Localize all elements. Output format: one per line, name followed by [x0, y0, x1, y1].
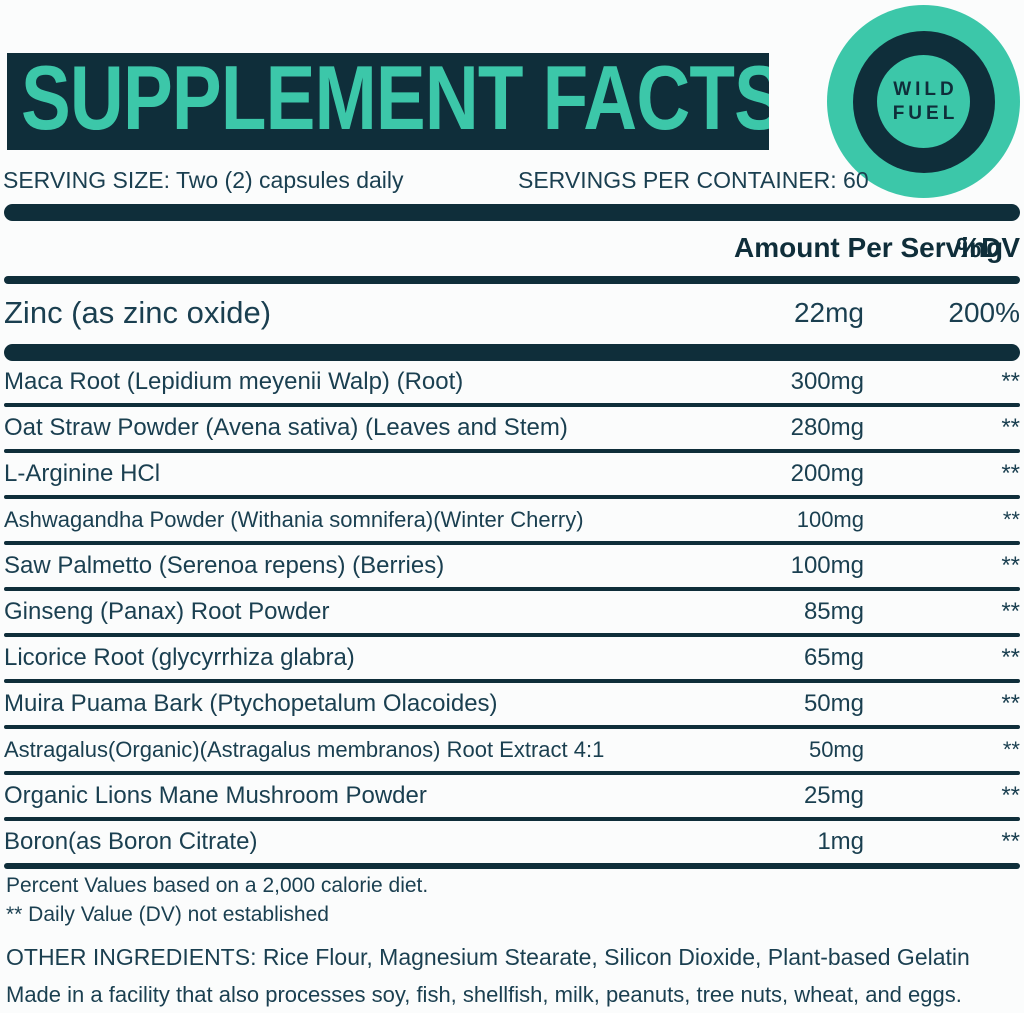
table-row: Licorice Root (glycyrrhiza glabra) 65mg … — [4, 637, 1020, 679]
divider-thick-mid — [4, 344, 1020, 361]
servings-per-container-text: SERVINGS PER CONTAINER: 60 — [518, 167, 869, 193]
ingredient-amount: 300mg — [790, 368, 864, 395]
logo-ring: WILD FUEL — [852, 30, 995, 173]
table-row-zinc: Zinc (as zinc oxide) 22mg 200% — [4, 287, 1020, 339]
table-row: Astragalus(Organic)(Astragalus membranos… — [4, 729, 1020, 771]
logo-brand-line2: FUEL — [892, 102, 959, 124]
ingredient-amount: 50mg — [803, 690, 864, 717]
row-divider — [4, 679, 1020, 683]
divider-under-header — [4, 276, 1020, 284]
ingredient-amount: 100mg — [790, 552, 864, 579]
row-divider — [4, 495, 1020, 499]
table-row: Organic Lions Mane Mushroom Powder 25mg … — [4, 775, 1020, 817]
ingredient-amount: 65mg — [803, 644, 864, 671]
ingredient-amount: 100mg — [796, 507, 864, 532]
footnote-percent-values: Percent Values based on a 2,000 calorie … — [6, 874, 429, 897]
ingredient-dv: ** — [1002, 737, 1020, 762]
ingredient-amount: 280mg — [790, 414, 864, 441]
table-column-header: Amount Per Serving %DV — [4, 224, 1020, 272]
ingredient-dv: ** — [1001, 828, 1020, 855]
row-divider — [4, 633, 1020, 637]
table-row: Maca Root (Lepidium meyenii Walp) (Root)… — [4, 361, 1020, 403]
ingredient-name: Ginseng (Panax) Root Powder — [4, 598, 330, 625]
serving-size-text: SERVING SIZE: Two (2) capsules daily — [3, 167, 404, 193]
row-divider — [4, 403, 1020, 407]
divider-thick-top — [4, 204, 1020, 221]
column-percent-dv: %DV — [956, 232, 1020, 263]
row-divider — [4, 449, 1020, 453]
title-bar: SUPPLEMENT FACTS — [7, 53, 769, 150]
ingredient-dv: ** — [1001, 644, 1020, 671]
wild-fuel-logo: WILD FUEL — [827, 5, 1020, 198]
page-title: SUPPLEMENT FACTS — [20, 53, 769, 149]
column-amount-per-serving: Amount Per Serving — [734, 232, 1004, 263]
ingredient-name: Oat Straw Powder (Avena sativa) (Leaves … — [4, 414, 568, 441]
row-divider — [4, 587, 1020, 591]
ingredient-dv: ** — [1001, 414, 1020, 441]
ingredient-name: Muira Puama Bark (Ptychopetalum Olacoide… — [4, 690, 498, 717]
ingredient-name: Licorice Root (glycyrrhiza glabra) — [4, 644, 355, 671]
ingredients-table: Maca Root (Lepidium meyenii Walp) (Root)… — [4, 361, 1020, 869]
ingredient-amount: 25mg — [803, 782, 864, 809]
table-row: Ginseng (Panax) Root Powder 85mg ** — [4, 591, 1020, 633]
ingredient-name: Astragalus(Organic)(Astragalus membranos… — [4, 737, 605, 762]
table-row: Ashwagandha Powder (Withania somnifera)(… — [4, 499, 1020, 541]
ingredient-amount: 200mg — [790, 460, 864, 487]
ingredient-dv: ** — [1001, 598, 1020, 625]
ingredient-amount: 22mg — [793, 297, 864, 328]
logo-brand-line1: WILD — [893, 78, 958, 100]
ingredient-name: Maca Root (Lepidium meyenii Walp) (Root) — [4, 368, 464, 395]
row-divider — [4, 725, 1020, 729]
row-divider — [4, 771, 1020, 775]
ingredient-name: L-Arginine HCl — [4, 460, 161, 487]
row-divider — [4, 541, 1020, 545]
table-row: L-Arginine HCl 200mg ** — [4, 453, 1020, 495]
table-row: Muira Puama Bark (Ptychopetalum Olacoide… — [4, 683, 1020, 725]
ingredient-name: Boron(as Boron Citrate) — [4, 828, 258, 855]
other-ingredients-text: OTHER INGREDIENTS: Rice Flour, Magnesium… — [6, 944, 970, 970]
ingredient-dv: ** — [1002, 507, 1020, 532]
row-divider — [4, 817, 1020, 821]
table-row: Boron(as Boron Citrate) 1mg ** — [4, 821, 1020, 863]
logo-core: WILD FUEL — [877, 55, 970, 148]
ingredient-name: Zinc (as zinc oxide) — [4, 295, 272, 330]
allergen-facility-text: Made in a facility that also processes s… — [6, 982, 962, 1007]
ingredient-dv: ** — [1001, 690, 1020, 717]
ingredient-name: Organic Lions Mane Mushroom Powder — [4, 782, 427, 809]
ingredient-amount: 50mg — [808, 737, 864, 762]
ingredient-dv: ** — [1001, 552, 1020, 579]
table-bottom-divider — [4, 863, 1020, 869]
table-row: Saw Palmetto (Serenoa repens) (Berries) … — [4, 545, 1020, 587]
ingredient-name: Saw Palmetto (Serenoa repens) (Berries) — [4, 552, 445, 579]
ingredient-dv: ** — [1001, 368, 1020, 395]
table-row: Oat Straw Powder (Avena sativa) (Leaves … — [4, 407, 1020, 449]
ingredient-dv: ** — [1001, 782, 1020, 809]
ingredient-amount: 1mg — [817, 828, 864, 855]
ingredient-amount: 85mg — [803, 598, 864, 625]
footnote-daily-value: ** Daily Value (DV) not established — [6, 903, 329, 926]
ingredient-dv: 200% — [948, 297, 1020, 328]
ingredient-name: Ashwagandha Powder (Withania somnifera)(… — [4, 507, 584, 532]
ingredient-dv: ** — [1001, 460, 1020, 487]
